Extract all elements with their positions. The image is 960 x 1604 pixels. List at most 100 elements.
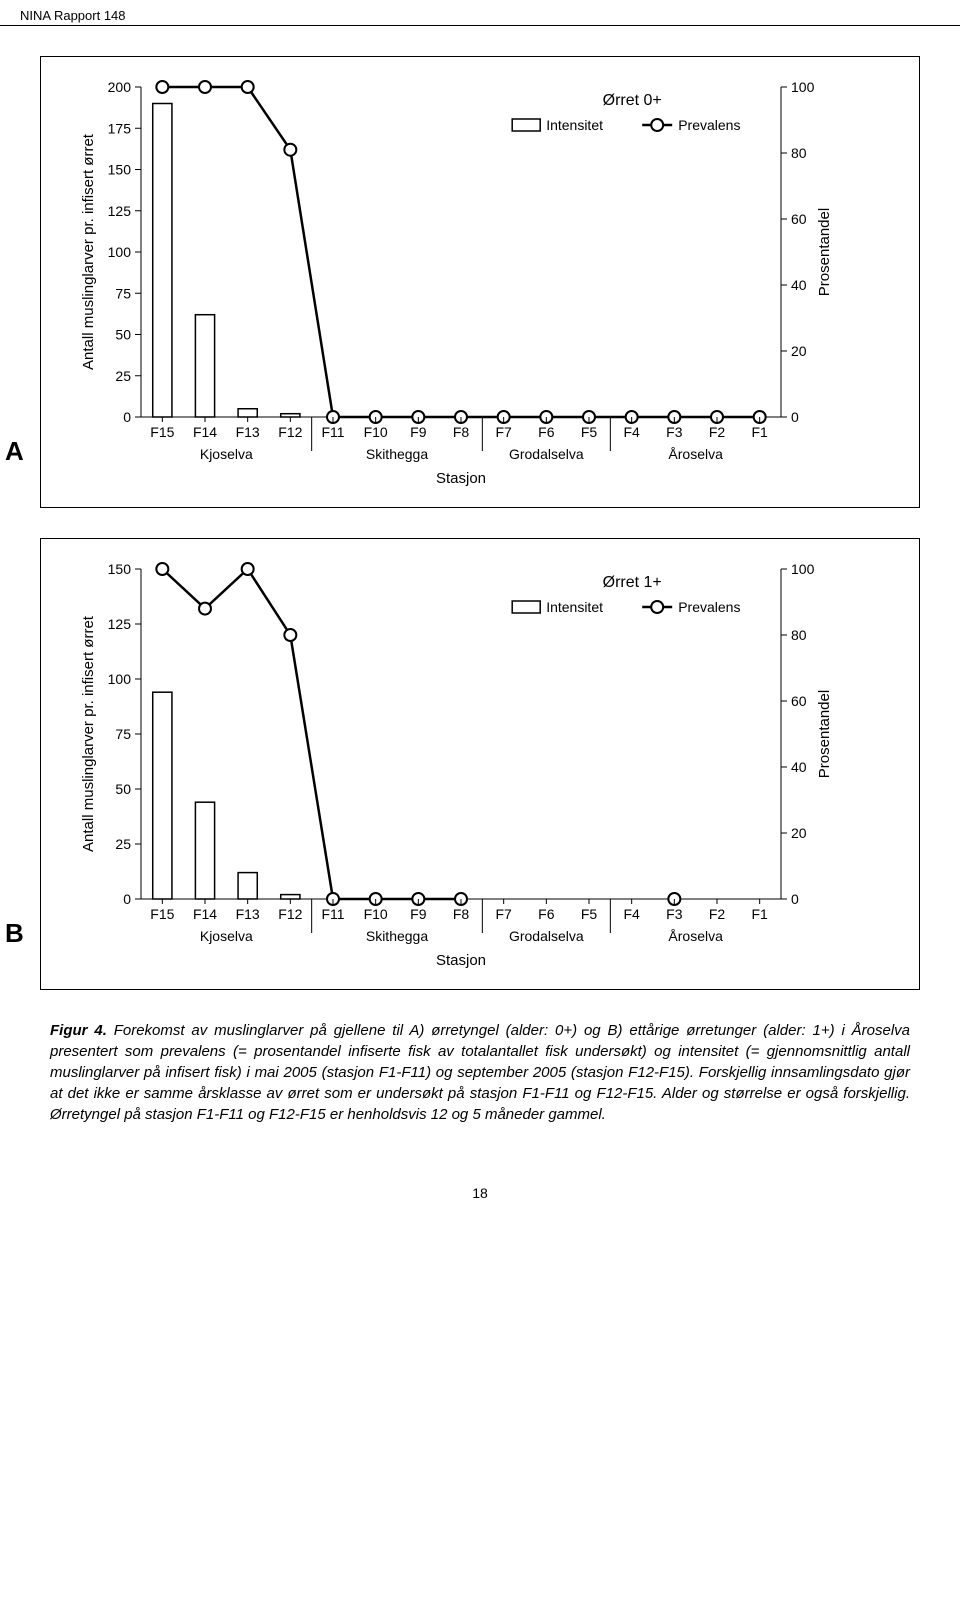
- svg-text:F11: F11: [321, 424, 344, 440]
- svg-text:125: 125: [108, 203, 132, 219]
- intensity-bar: [195, 315, 214, 417]
- svg-text:80: 80: [791, 627, 807, 643]
- intensity-bar: [153, 104, 172, 418]
- report-header: NINA Rapport 148: [0, 0, 960, 26]
- svg-text:F12: F12: [278, 424, 302, 440]
- svg-text:Ørret 0+: Ørret 0+: [603, 92, 662, 109]
- intensity-bar: [238, 409, 257, 417]
- prevalence-marker: [199, 81, 211, 93]
- chart-panel-b: B 0255075100125150020406080100F15F14F13F…: [40, 538, 920, 990]
- svg-text:0: 0: [791, 891, 799, 907]
- svg-text:F1: F1: [751, 906, 768, 922]
- svg-text:F8: F8: [453, 424, 470, 440]
- svg-text:Kjoselva: Kjoselva: [200, 446, 253, 462]
- prevalence-marker: [156, 563, 168, 575]
- svg-text:Åroselva: Åroselva: [668, 928, 723, 944]
- panel-letter-b: B: [5, 918, 24, 949]
- intensity-bar: [195, 802, 214, 899]
- svg-text:F11: F11: [321, 906, 344, 922]
- svg-text:25: 25: [115, 368, 131, 384]
- svg-text:F3: F3: [666, 906, 683, 922]
- svg-text:100: 100: [108, 671, 132, 687]
- svg-text:0: 0: [791, 409, 799, 425]
- svg-text:F7: F7: [495, 906, 512, 922]
- svg-text:40: 40: [791, 277, 807, 293]
- svg-text:125: 125: [108, 616, 132, 632]
- prevalence-marker: [242, 563, 254, 575]
- svg-text:F10: F10: [364, 906, 388, 922]
- intensity-bar: [238, 873, 257, 899]
- svg-text:50: 50: [115, 327, 131, 343]
- svg-text:60: 60: [791, 211, 807, 227]
- prevalence-marker: [242, 81, 254, 93]
- svg-text:25: 25: [115, 836, 131, 852]
- svg-text:F2: F2: [709, 424, 726, 440]
- svg-text:F1: F1: [751, 424, 768, 440]
- svg-text:150: 150: [108, 561, 132, 577]
- svg-text:175: 175: [108, 120, 132, 136]
- svg-text:F13: F13: [236, 906, 260, 922]
- svg-text:200: 200: [108, 79, 132, 95]
- svg-text:Skithegga: Skithegga: [366, 928, 428, 944]
- svg-text:75: 75: [115, 285, 131, 301]
- intensity-bar: [153, 692, 172, 899]
- svg-text:75: 75: [115, 726, 131, 742]
- chart-a-svg-host: 0255075100125150175200020406080100F15F14…: [71, 77, 889, 497]
- prevalence-marker: [284, 144, 296, 156]
- page-number: 18: [40, 1185, 920, 1201]
- svg-text:F5: F5: [581, 424, 598, 440]
- svg-text:F14: F14: [193, 906, 217, 922]
- svg-text:Intensitet: Intensitet: [546, 599, 603, 615]
- figure-caption-text: Forekomst av muslinglarver på gjellene t…: [50, 1022, 910, 1123]
- svg-text:F9: F9: [410, 424, 427, 440]
- svg-text:Kjoselva: Kjoselva: [200, 928, 253, 944]
- svg-text:Åroselva: Åroselva: [668, 446, 723, 462]
- svg-text:Prevalens: Prevalens: [678, 117, 740, 133]
- svg-text:20: 20: [791, 825, 807, 841]
- prevalence-marker: [284, 629, 296, 641]
- svg-text:50: 50: [115, 781, 131, 797]
- svg-text:0: 0: [123, 891, 131, 907]
- svg-text:Grodalselva: Grodalselva: [509, 446, 584, 462]
- svg-text:Antall muslinglarver pr. infis: Antall muslinglarver pr. infisert ørret: [80, 615, 97, 852]
- svg-text:F4: F4: [623, 424, 640, 440]
- svg-text:F4: F4: [623, 906, 640, 922]
- prevalence-marker: [199, 603, 211, 615]
- svg-text:0: 0: [123, 409, 131, 425]
- figure-caption: Figur 4. Forekomst av muslinglarver på g…: [40, 1020, 920, 1125]
- svg-text:Prosentandel: Prosentandel: [816, 690, 833, 778]
- svg-text:Antall muslinglarver pr. infis: Antall muslinglarver pr. infisert ørret: [80, 133, 97, 370]
- svg-text:20: 20: [791, 343, 807, 359]
- svg-text:F6: F6: [538, 424, 555, 440]
- svg-text:Prevalens: Prevalens: [678, 599, 740, 615]
- svg-text:Grodalselva: Grodalselva: [509, 928, 584, 944]
- svg-text:F6: F6: [538, 906, 555, 922]
- svg-text:F8: F8: [453, 906, 470, 922]
- prevalence-line: [162, 87, 759, 417]
- svg-text:F13: F13: [236, 424, 260, 440]
- svg-text:F15: F15: [150, 424, 174, 440]
- prevalence-marker: [156, 81, 168, 93]
- svg-text:F3: F3: [666, 424, 683, 440]
- svg-text:Ørret 1+: Ørret 1+: [603, 574, 662, 591]
- intensity-bar: [281, 895, 300, 899]
- figure-label: Figur 4.: [50, 1022, 107, 1039]
- chart-svg: 0255075100125150020406080100F15F14F13F12…: [71, 559, 851, 979]
- svg-text:Prosentandel: Prosentandel: [816, 208, 833, 296]
- panel-letter-a: A: [5, 436, 24, 467]
- svg-text:F5: F5: [581, 906, 598, 922]
- report-label: NINA Rapport 148: [20, 8, 126, 23]
- svg-text:Skithegga: Skithegga: [366, 446, 428, 462]
- chart-panel-a: A 0255075100125150175200020406080100F15F…: [40, 56, 920, 508]
- svg-text:Intensitet: Intensitet: [546, 117, 603, 133]
- svg-text:80: 80: [791, 145, 807, 161]
- svg-text:F7: F7: [495, 424, 512, 440]
- svg-text:F2: F2: [709, 906, 726, 922]
- svg-text:Stasjon: Stasjon: [436, 470, 486, 487]
- svg-text:60: 60: [791, 693, 807, 709]
- svg-text:F12: F12: [278, 906, 302, 922]
- chart-svg: 0255075100125150175200020406080100F15F14…: [71, 77, 851, 497]
- chart-b-svg-host: 0255075100125150020406080100F15F14F13F12…: [71, 559, 889, 979]
- svg-text:F9: F9: [410, 906, 427, 922]
- intensity-bar: [281, 414, 300, 417]
